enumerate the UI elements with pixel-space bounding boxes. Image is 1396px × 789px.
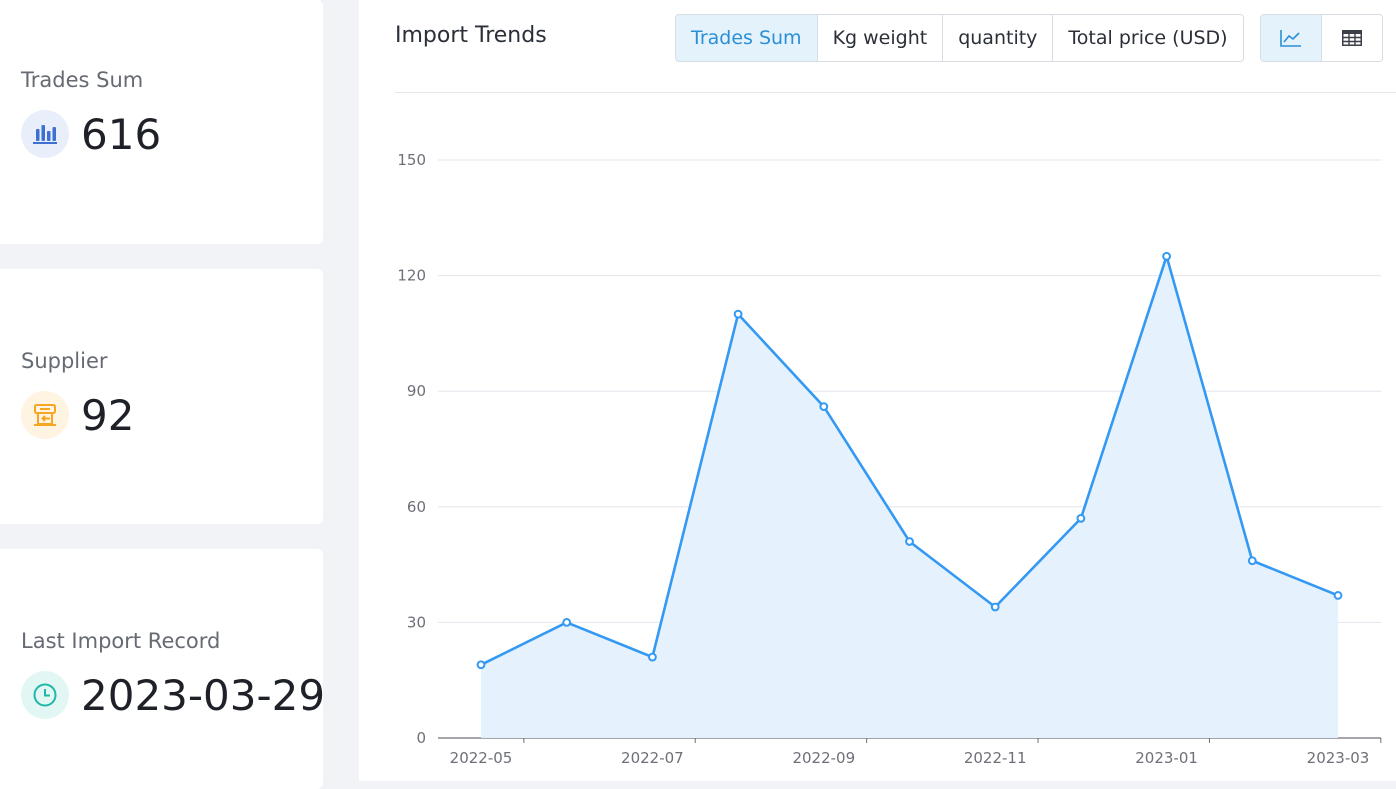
stat-label: Supplier [21,349,108,373]
panel-title: Import Trends [395,23,547,48]
stat-value: 616 [81,110,162,159]
x-tick-label: 2022-09 [792,749,855,767]
view-toggle [1260,14,1383,62]
data-point [1333,591,1343,600]
stat-card-trades-sum: Trades Sum 616 [0,0,323,244]
data-point [1162,251,1171,261]
y-tick-label: 90 [407,382,426,400]
x-tick-label: 2022-05 [450,749,513,767]
stat-value: 92 [81,391,135,440]
table-icon [1342,30,1362,46]
stat-value: 2023-03-29 [81,671,326,720]
line-chart-view-button[interactable] [1261,15,1322,61]
tab-quantity[interactable]: quantity [942,15,1053,61]
tab-kg-weight[interactable]: Kg weight [816,15,943,61]
x-tick-label: 2023-03 [1307,749,1370,767]
stat-card-last-import: Last Import Record 2023-03-29 [0,549,326,789]
data-point [1247,556,1257,566]
tab-trades-sum[interactable]: Trades Sum [676,15,817,61]
supplier-icon [21,391,69,439]
data-point [990,602,1000,612]
y-tick-label: 150 [397,151,426,169]
clock-icon [21,671,69,719]
data-point [733,309,743,319]
x-tick-label: 2023-01 [1135,749,1198,767]
data-point [562,618,572,627]
data-point [905,537,914,546]
stat-label: Trades Sum [21,68,144,92]
data-point [476,660,486,670]
stat-card-supplier: Supplier 92 [0,269,323,524]
data-point [648,652,657,662]
metric-tabs: Trades Sum Kg weight quantity Total pric… [675,14,1244,62]
y-tick-label: 120 [397,267,426,285]
table-view-button[interactable] [1322,15,1382,61]
data-point [819,402,829,412]
series-area [481,256,1338,738]
data-point [1076,513,1086,523]
stat-label: Last Import Record [21,629,221,653]
bar-chart-icon [21,110,69,158]
y-tick-label: 30 [407,613,426,631]
line-chart-icon [1280,30,1301,47]
tab-total-price[interactable]: Total price (USD) [1052,15,1243,61]
y-tick-label: 60 [407,498,426,516]
panel-divider [395,92,1396,93]
y-tick-label: 0 [416,729,426,747]
x-tick-label: 2022-11 [964,749,1027,767]
x-tick-label: 2022-07 [621,749,684,767]
